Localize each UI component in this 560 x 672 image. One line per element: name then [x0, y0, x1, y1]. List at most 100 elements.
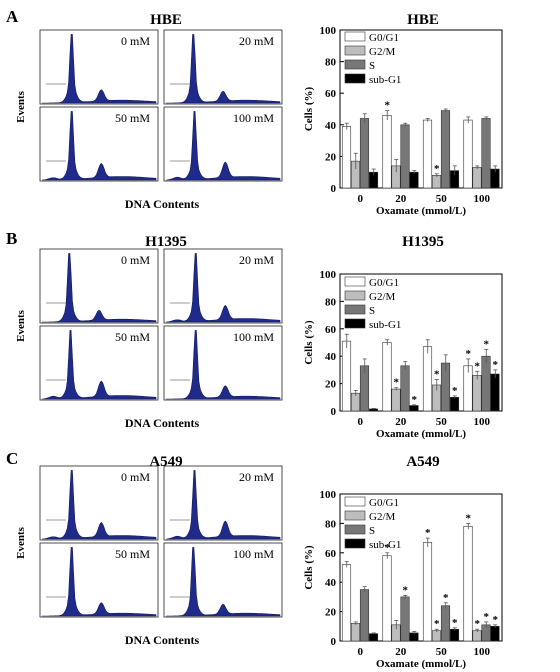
histogram-title: H1395	[145, 234, 187, 250]
y-tick-label: 20	[325, 607, 337, 619]
x-axis-label: Oxamate (mmol/L)	[376, 205, 466, 217]
legend-swatch	[344, 496, 366, 507]
histogram-frame	[163, 325, 283, 401]
histogram-concentration-label: 0 mM	[121, 34, 150, 48]
y-axis-label: Cells (%)	[303, 87, 315, 132]
x-tick-label: 50	[436, 416, 448, 428]
chart-title: H1395	[402, 234, 444, 250]
significance-marker: *	[484, 338, 490, 350]
bar	[359, 118, 370, 189]
y-tick-label: 80	[325, 296, 337, 308]
y-tick-label: 0	[331, 183, 337, 195]
plot-frame	[339, 273, 503, 412]
x-tick-label: 50	[436, 193, 448, 205]
bar	[382, 555, 392, 642]
y-tick-label: 100	[320, 25, 337, 37]
events-axis-label: Events	[15, 90, 27, 123]
histogram-concentration-label: 20 mM	[239, 253, 274, 267]
histogram-distribution	[42, 34, 157, 104]
bar	[400, 124, 410, 189]
y-tick-label: 100	[320, 269, 337, 281]
x-tick-label: 0	[358, 193, 364, 205]
significance-marker: *	[452, 385, 458, 397]
bar	[431, 175, 442, 189]
bar	[481, 355, 491, 412]
significance-marker: *	[434, 368, 440, 380]
histogram-distribution	[166, 330, 281, 400]
significance-marker: *	[452, 617, 458, 629]
histogram-concentration-label: 50 mM	[115, 547, 150, 561]
y-tick-label: 20	[325, 151, 337, 163]
bar	[422, 119, 433, 189]
significance-marker: *	[394, 377, 400, 389]
bar	[449, 628, 460, 642]
significance-marker: *	[412, 394, 418, 406]
histogram-concentration-label: 100 mM	[233, 111, 274, 125]
histogram-3: 100 mM	[163, 542, 283, 618]
histogram-1: 20 mM	[163, 248, 283, 324]
plot-frame	[339, 29, 503, 189]
bar	[341, 564, 352, 642]
panel-a: A HBE Events 0 mM 20 mM 50 mM 100 mM DNA Conten…	[6, 7, 503, 217]
legend-swatch	[344, 59, 366, 70]
events-axis-label: Events	[15, 526, 27, 559]
significance-marker: *	[466, 512, 472, 524]
panel-letter: C	[6, 449, 18, 468]
bar	[422, 346, 433, 412]
legend-swatch	[344, 31, 366, 42]
significance-marker: *	[493, 359, 499, 371]
significance-marker: *	[484, 611, 490, 623]
y-tick-label: 40	[325, 120, 337, 132]
significance-marker: *	[475, 360, 481, 372]
bar	[440, 110, 451, 189]
significance-marker: *	[425, 527, 431, 539]
legend-swatch	[344, 318, 366, 329]
legend-swatch	[344, 304, 366, 315]
histogram-concentration-label: 100 mM	[233, 330, 274, 344]
histogram-concentration-label: 50 mM	[115, 330, 150, 344]
legend-swatch	[344, 510, 366, 521]
legend-label: sub-G1	[369, 319, 401, 331]
bar	[422, 542, 433, 642]
legend-label: S	[369, 525, 375, 537]
bar	[409, 171, 419, 189]
dna-contents-label: DNA Contents	[125, 416, 200, 430]
legend-label: G0/G1	[369, 497, 399, 509]
bar	[341, 340, 352, 412]
bar	[368, 633, 379, 642]
bar	[382, 342, 392, 412]
histogram-frame	[39, 29, 159, 105]
legend-label: sub-G1	[369, 74, 401, 86]
histogram-2: 50 mM	[39, 542, 159, 618]
y-tick-label: 60	[325, 548, 337, 560]
legend-label: G2/M	[369, 291, 396, 303]
histogram-concentration-label: 0 mM	[121, 470, 150, 484]
significance-marker: *	[443, 592, 449, 604]
legend-label: S	[369, 305, 375, 317]
y-tick-label: 40	[325, 351, 337, 363]
chart-title: HBE	[407, 12, 439, 28]
bar	[359, 589, 370, 642]
x-tick-label: 0	[358, 416, 364, 428]
bar	[431, 630, 442, 642]
histogram-0: 0 mM	[39, 248, 159, 324]
panel-b: B H1395 Events 0 mM 20 mM 50 mM 100 mM DNA Cont…	[6, 229, 503, 440]
histogram-3: 100 mM	[163, 106, 283, 182]
y-tick-label: 80	[325, 518, 337, 530]
legend-swatch	[344, 290, 366, 301]
bar	[490, 625, 500, 642]
y-tick-label: 0	[331, 406, 337, 418]
y-tick-label: 60	[325, 88, 337, 100]
y-axis-label: Cells (%)	[303, 545, 315, 590]
x-tick-label: 20	[395, 646, 407, 658]
histogram-0: 0 mM	[39, 465, 159, 541]
x-tick-label: 100	[474, 416, 491, 428]
bar	[400, 596, 410, 642]
panel-letter: B	[6, 229, 17, 248]
y-axis-label: Cells (%)	[303, 320, 315, 365]
bar	[463, 526, 473, 642]
bar	[490, 373, 500, 412]
legend-label: G0/G1	[369, 32, 399, 44]
legend-label: G2/M	[369, 511, 396, 523]
